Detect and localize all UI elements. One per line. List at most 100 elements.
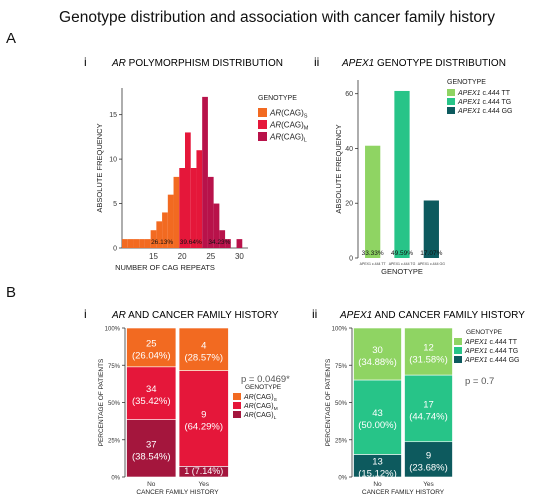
segment-count-label: 37 (146, 439, 157, 450)
p-value: p = 0.0469* (241, 374, 290, 385)
section-label-b: B (6, 284, 16, 301)
x-tick-label: 25 (206, 252, 215, 261)
histogram-bar (207, 176, 214, 248)
histogram-bar (196, 150, 203, 248)
y-tick-label: 40 (345, 146, 353, 153)
bar-percent-label: 49.59% (391, 250, 413, 257)
panel-title: APEX1 AND CANCER FAMILY HISTORY (339, 310, 525, 321)
legend-swatch (233, 402, 241, 409)
panel-b-ii-apex1-family-history-stacked: ii APEX1 AND CANCER FAMILY HISTORY 0% 25% 50… (312, 307, 525, 496)
segment-percent-label: (15.12%) (358, 469, 397, 480)
group-percent-label: 26.13% (151, 239, 173, 246)
stacked-segment (126, 327, 177, 368)
segment-percent-label: (31.58%) (409, 355, 448, 366)
panel-title: AR AND CANCER FAMILY HISTORY (111, 310, 279, 321)
legend-label: AR(CAG)S (269, 109, 308, 120)
panel-number: i (84, 55, 87, 69)
figure-title: Genotype distribution and association wi… (59, 9, 495, 26)
genotype-bar (423, 200, 439, 258)
histogram-bar (150, 230, 157, 248)
legend-swatch (454, 356, 462, 363)
y-tick-label: 25% (335, 438, 348, 444)
legend-swatch (258, 120, 267, 129)
x-tick-label: 15 (149, 252, 158, 261)
histogram-bar (202, 96, 208, 248)
panel-number: ii (312, 307, 317, 321)
legend-swatch (258, 108, 267, 117)
x-axis-title: CANCER FAMILY HISTORY (136, 489, 219, 496)
histogram-bar (133, 239, 140, 248)
x-tick-label: Yes (423, 481, 434, 488)
segment-percent-label: (28.57%) (184, 352, 223, 363)
legend-title: GENOTYPE (447, 79, 486, 86)
legend-swatch (447, 107, 455, 114)
legend-title: GENOTYPE (466, 329, 503, 336)
stacked-segment (126, 419, 177, 478)
segment-count-label: 13 (372, 457, 383, 468)
y-tick-label: 10 (109, 157, 117, 164)
p-value: p = 0.7 (465, 376, 494, 387)
panel-number: ii (314, 55, 319, 69)
y-tick-label: 25% (108, 438, 121, 444)
x-axis-title: CANCER FAMILY HISTORY (362, 489, 445, 496)
stacked-segment (178, 370, 229, 467)
x-axis-title: NUMBER OF CAG REPEATS (115, 263, 215, 272)
y-tick-label: 60 (345, 91, 353, 98)
segment-count-label: 25 (146, 338, 157, 349)
x-axis-title: GENOTYPE (381, 267, 423, 276)
legend-label: AR(CAG)S (243, 394, 278, 403)
histogram-bar (162, 212, 168, 248)
legend-label: APEX1 c.444 TG (464, 348, 518, 355)
histogram-bar (144, 239, 151, 248)
genotype-bar (365, 145, 381, 258)
y-tick-label: 0 (113, 246, 117, 253)
legend-label: APEX1 c.444 TG (457, 99, 511, 106)
histogram-bar (179, 168, 185, 248)
segment-percent-label: (35.42%) (132, 396, 171, 407)
legend-label: AR(CAG)M (243, 403, 278, 412)
group-percent-label: 34.23% (208, 239, 230, 246)
y-tick-label: 100% (332, 327, 348, 333)
segment-count-label: 34 (146, 384, 157, 395)
y-tick-label: 75% (335, 364, 348, 370)
legend-label: APEX1 c.444 TT (464, 339, 518, 346)
y-tick-label: 15 (109, 112, 117, 119)
legend-swatch (233, 411, 241, 418)
section-label-a: A (6, 30, 16, 47)
y-tick-label: 0% (338, 476, 347, 482)
stacked-segment (404, 441, 453, 478)
legend-swatch (454, 347, 462, 354)
histogram-bar (173, 176, 180, 248)
histogram-bar (236, 239, 243, 248)
x-tick-label: No (373, 481, 382, 488)
legend-swatch (447, 98, 455, 105)
bar-percent-label: 33.33% (362, 250, 384, 257)
segment-percent-label: (50.00%) (358, 420, 397, 431)
x-tick-label: APEX1 c.444 TT (360, 262, 387, 266)
segment-percent-label: (34.88%) (358, 357, 397, 368)
segment-percent-label: (64.29%) (184, 421, 223, 432)
y-tick-label: 50% (108, 401, 121, 407)
legend-label: AR(CAG)L (269, 133, 307, 144)
y-axis-title: PERCENTAGE OF PATIENTS (98, 358, 105, 446)
panel-title: APEX1 GENOTYPE DISTRIBUTION (341, 58, 506, 69)
legend-title: GENOTYPE (258, 95, 297, 102)
histogram-bar (122, 239, 128, 248)
legend-swatch (454, 338, 462, 345)
legend-label: APEX1 c.444 TT (457, 90, 511, 97)
segment-count-label: 4 (201, 340, 206, 351)
y-tick-label: 0% (111, 476, 120, 482)
legend-label: AR(CAG)L (243, 412, 277, 421)
panel-a-ii-apex1-genotype-bars: ii APEX1 GENOTYPE DISTRIBUTION 0 20 40 60 33.3… (314, 55, 512, 276)
histogram-bar (225, 239, 231, 248)
stacked-segment (178, 327, 229, 371)
segment-count-label: 30 (372, 345, 383, 356)
segment-percent-label: (26.04%) (132, 350, 171, 361)
y-tick-label: 20 (345, 201, 353, 208)
histogram-bar (127, 239, 134, 248)
segment-percent-label: (38.54%) (132, 451, 171, 462)
y-axis-title: ABSOLUTE FREQUENCY (334, 124, 343, 213)
legend-swatch (447, 89, 455, 96)
segment-count-label: 12 (423, 343, 434, 354)
